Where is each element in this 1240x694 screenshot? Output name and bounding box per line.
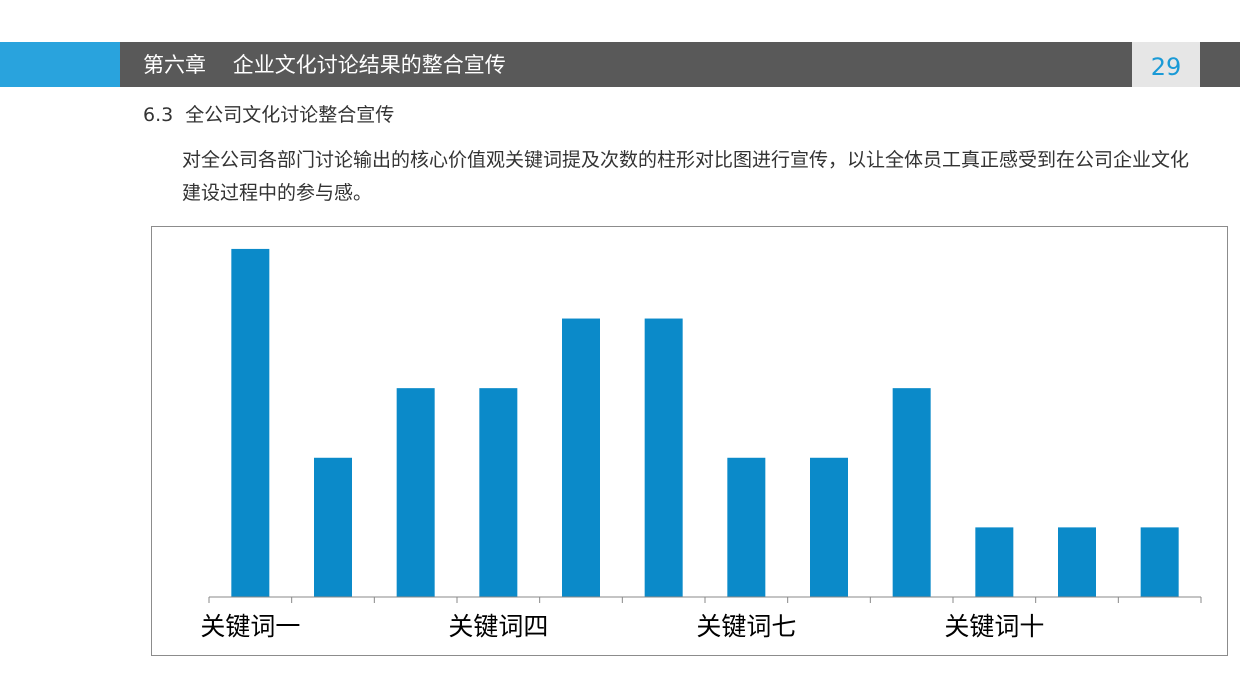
bar xyxy=(644,318,683,597)
bar xyxy=(396,388,435,597)
accent-block xyxy=(0,42,120,87)
chapter-title: 第六章 企业文化讨论结果的整合宣传 xyxy=(143,53,506,77)
bar xyxy=(479,388,518,597)
page-number: 29 xyxy=(1132,42,1200,87)
x-tick-label: 关键词十 xyxy=(944,612,1044,641)
section-heading: 6.3 全公司文化讨论整合宣传 xyxy=(143,104,395,126)
bar xyxy=(892,388,931,597)
bar xyxy=(810,457,848,597)
x-tick-label: 关键词七 xyxy=(696,612,796,641)
chart-svg: 关键词一 关键词四 关键词七 关键词十 xyxy=(200,248,1202,641)
bar xyxy=(975,527,1014,597)
bar xyxy=(562,318,600,597)
header-bar xyxy=(120,42,1132,87)
bar xyxy=(231,248,270,597)
bar xyxy=(727,457,766,597)
header-bar-end xyxy=(1200,42,1240,87)
bar xyxy=(1140,527,1179,597)
section-paragraph: 对全公司各部门讨论输出的核心价值观关键词提及次数的柱形对比图进行宣传，以让全体员… xyxy=(182,149,1190,204)
bar xyxy=(1058,527,1096,597)
bar xyxy=(314,457,352,597)
bar-chart: 关键词一 关键词四 关键词七 关键词十 xyxy=(151,226,1228,656)
x-tick-label: 关键词一 xyxy=(200,612,300,641)
x-tick-label: 关键词四 xyxy=(448,612,548,641)
